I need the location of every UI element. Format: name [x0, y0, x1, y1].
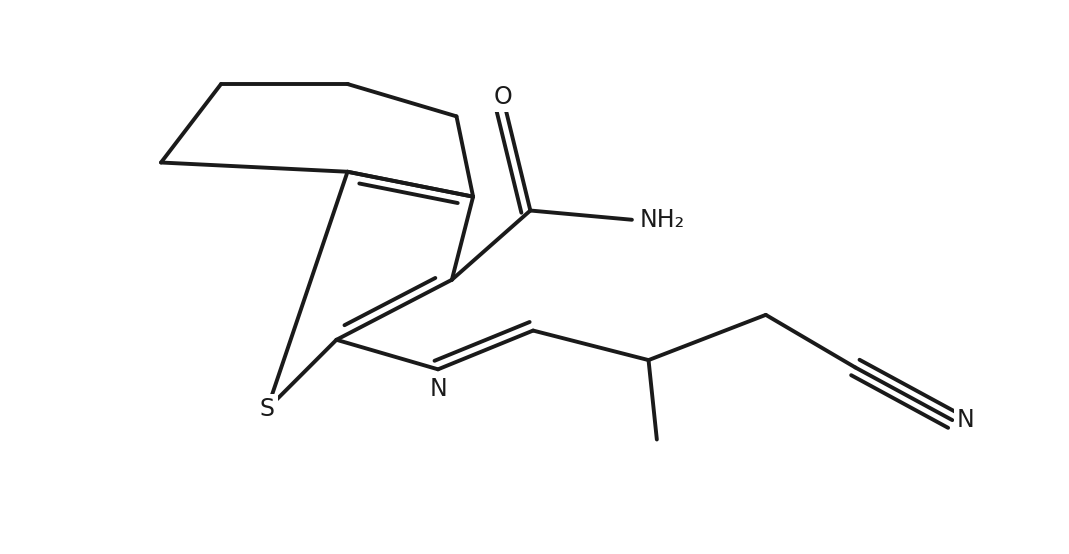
- Text: NH₂: NH₂: [639, 208, 684, 232]
- Text: O: O: [493, 85, 512, 109]
- Text: S: S: [260, 397, 275, 421]
- Text: N: N: [957, 408, 975, 432]
- Text: N: N: [429, 377, 447, 401]
